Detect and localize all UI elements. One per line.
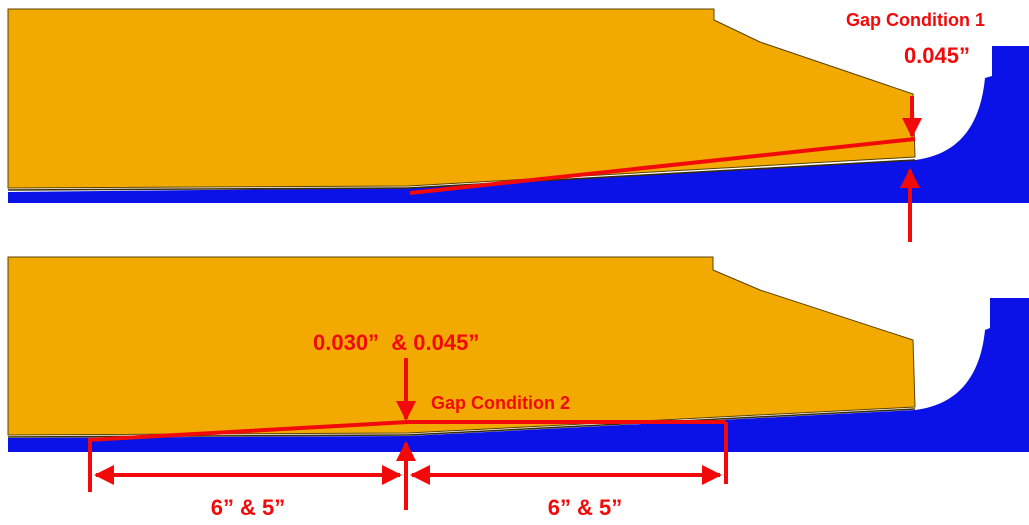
gap-line-2 <box>87 420 726 442</box>
panel-gap-condition-1: Gap Condition 1 0.045” <box>7 8 1029 242</box>
dimension-label-right: 6” & 5” <box>548 495 623 520</box>
gap-value-2: 0.030” & 0.045” <box>313 330 479 355</box>
blue-housing-top <box>8 46 1029 203</box>
gap-condition-2-label: Gap Condition 2 <box>431 393 570 413</box>
dimension-label-left: 6” & 5” <box>211 495 286 520</box>
part-gap-line-bottom <box>7 434 409 438</box>
gap-value-1: 0.045” <box>904 43 970 68</box>
panel-gap-condition-2: 0.030” & 0.045” Gap Condition 2 6” & 5” … <box>7 256 1029 520</box>
orange-part-top <box>7 8 916 189</box>
gap-condition-1-label: Gap Condition 1 <box>846 10 985 30</box>
blue-housing-bottom <box>8 298 1029 452</box>
orange-part-bottom <box>7 256 916 436</box>
gap-line-1 <box>409 137 916 195</box>
part-gap-line-top <box>7 187 409 191</box>
